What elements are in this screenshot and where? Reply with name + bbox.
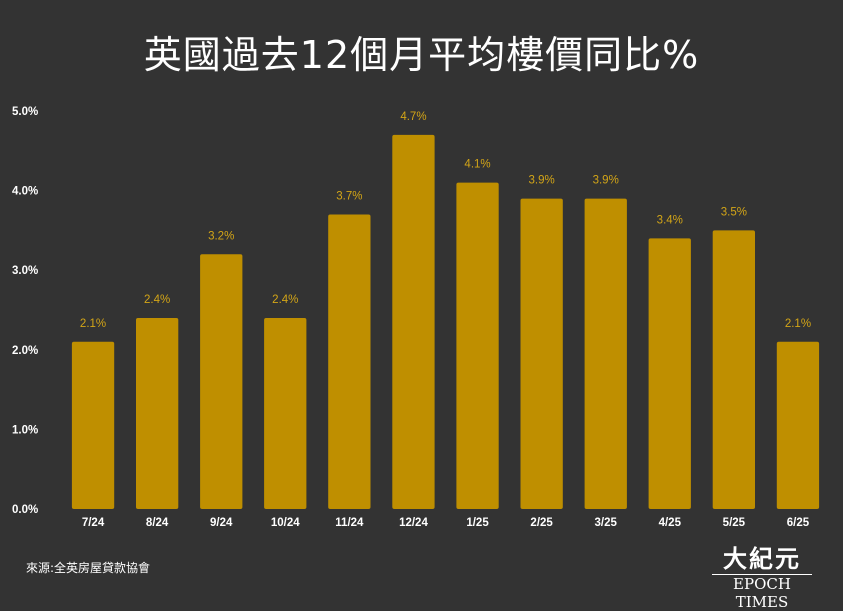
data-label: 3.5% — [721, 206, 747, 218]
bar — [456, 182, 499, 509]
x-tick-label: 11/24 — [335, 517, 364, 529]
chart-title: 英國過去12個月平均樓價同比% — [143, 33, 700, 77]
x-tick-label: 2/25 — [530, 517, 553, 529]
x-tick-label: 3/25 — [595, 517, 618, 529]
x-tick-label: 5/25 — [723, 517, 746, 529]
bar — [200, 254, 243, 509]
y-tick-label: 1.0% — [12, 424, 38, 436]
y-tick-label: 2.0% — [12, 345, 38, 357]
epoch-times-logo: 大紀元 EPOCH TIMES — [712, 544, 812, 611]
x-tick-label: 4/25 — [659, 517, 682, 529]
data-label: 2.4% — [272, 294, 298, 306]
data-label: 3.2% — [208, 230, 234, 242]
y-tick-label: 5.0% — [12, 106, 38, 118]
logo-chinese-text: 大紀元 — [723, 544, 801, 573]
x-tick-label: 9/24 — [210, 517, 233, 529]
source-note: 來源:全英房屋貸款協會 — [26, 561, 151, 575]
x-tick-label: 7/24 — [82, 517, 105, 529]
y-tick-label: 3.0% — [12, 265, 38, 277]
logo-english-text: EPOCH TIMES — [712, 574, 812, 611]
x-tick-label: 1/25 — [466, 517, 489, 529]
bar — [71, 341, 115, 509]
data-label: 2.4% — [144, 294, 170, 306]
data-label: 3.9% — [593, 175, 619, 187]
bar — [328, 214, 371, 509]
bar — [712, 230, 755, 509]
bar — [584, 198, 627, 509]
data-label: 3.4% — [657, 214, 683, 226]
bar — [392, 134, 435, 509]
bar — [776, 341, 820, 509]
x-tick-label: 6/25 — [787, 517, 810, 529]
y-tick-label: 4.0% — [12, 186, 38, 198]
x-tick-label: 8/24 — [146, 517, 169, 529]
x-tick-label: 12/24 — [399, 517, 428, 529]
data-label: 3.7% — [336, 190, 362, 202]
data-label: 2.1% — [80, 318, 106, 330]
data-label: 2.1% — [785, 318, 811, 330]
x-tick-label: 10/24 — [271, 517, 300, 529]
bar — [136, 318, 179, 509]
data-label: 4.1% — [464, 159, 490, 171]
y-tick-label: 0.0% — [12, 504, 38, 516]
data-label: 3.9% — [529, 175, 555, 187]
bar — [648, 238, 691, 509]
bar — [264, 318, 307, 509]
data-label: 4.7% — [400, 111, 426, 123]
bar — [520, 198, 563, 509]
